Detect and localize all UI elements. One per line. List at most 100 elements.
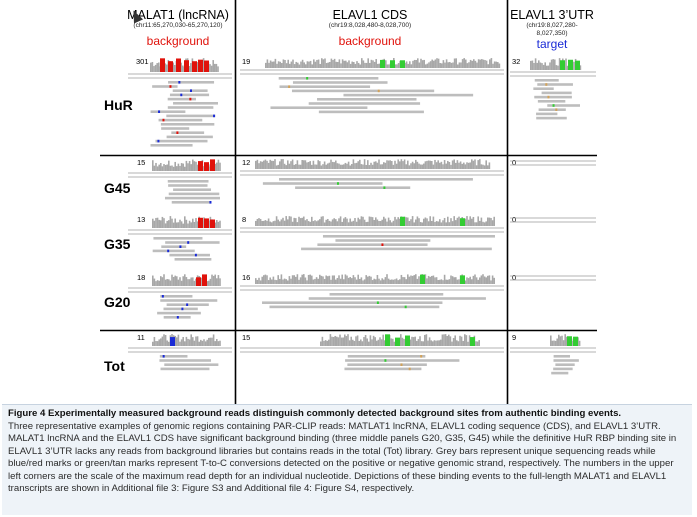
coverage-bar xyxy=(422,341,424,346)
coverage-bar xyxy=(261,276,263,284)
coverage-bar xyxy=(376,275,379,284)
read-bar xyxy=(158,118,203,122)
coverage-bar xyxy=(188,339,191,346)
coverage-bar xyxy=(174,218,176,228)
coverage-bar xyxy=(320,165,323,169)
coverage-bar xyxy=(459,335,461,346)
coverage-bar xyxy=(301,217,303,226)
coverage-bar xyxy=(166,164,168,171)
coverage-bar xyxy=(410,64,413,68)
coverage-bar xyxy=(217,221,220,228)
coverage-bar xyxy=(392,220,395,226)
coverage-bar xyxy=(347,334,349,346)
coverage-bar xyxy=(416,161,419,169)
coverage-bar xyxy=(334,335,336,346)
coverage-bar xyxy=(411,275,414,284)
scale-g45-malat1: 15 xyxy=(137,158,146,167)
coverage-bar xyxy=(161,336,164,346)
coverage-bar xyxy=(426,278,428,284)
coverage-bar xyxy=(327,276,329,284)
coverage-bar xyxy=(411,216,414,226)
conversion-peak xyxy=(184,60,189,72)
coverage-bar xyxy=(488,162,491,169)
coverage-bar xyxy=(375,279,377,284)
coverage-bar xyxy=(341,59,344,68)
scale-g45-utr: 0 xyxy=(512,158,517,167)
coverage-bar xyxy=(365,164,367,169)
coverage-bar xyxy=(473,59,475,68)
coverage-bar xyxy=(320,341,322,346)
coverage-bar xyxy=(192,218,194,228)
coverage-bar xyxy=(488,217,491,226)
read-bar xyxy=(262,182,383,185)
coverage-bar xyxy=(216,162,218,171)
coverage-bar xyxy=(544,62,546,70)
coverage-bar xyxy=(174,64,176,72)
coverage-bar xyxy=(349,277,351,284)
coverage-bar xyxy=(445,163,447,169)
coverage-bar xyxy=(177,334,180,346)
coverage-bar xyxy=(448,334,450,346)
coverage-bar xyxy=(195,336,197,346)
coverage-bar xyxy=(303,62,305,68)
coverage-bar xyxy=(301,160,303,169)
coverage-bar xyxy=(306,219,308,226)
coverage-bar xyxy=(184,341,186,346)
coverage-bar xyxy=(492,63,494,68)
coverage-bar xyxy=(383,162,385,169)
coverage-bar xyxy=(307,162,310,169)
coverage-bar xyxy=(155,281,157,286)
coverage-bar xyxy=(458,216,460,226)
coverage-bar xyxy=(373,161,375,169)
coverage-bar xyxy=(491,220,494,226)
coverage-bar xyxy=(474,222,476,226)
coverage-bar xyxy=(335,279,337,284)
coverage-bar xyxy=(551,340,554,346)
coverage-bar xyxy=(352,339,354,346)
coverage-bar xyxy=(354,63,357,68)
coverage-bar xyxy=(482,59,485,68)
coverage-bar xyxy=(325,164,327,169)
coverage-bar xyxy=(166,220,168,228)
coverage-bar xyxy=(331,161,334,169)
coverage-bar xyxy=(174,275,176,286)
read-bar xyxy=(169,93,210,97)
coverage-bar xyxy=(316,59,318,68)
coverage-bar xyxy=(293,217,295,226)
coverage-bar xyxy=(442,280,444,284)
coverage-bar xyxy=(415,274,417,284)
coverage-bar xyxy=(453,216,455,226)
conversion-mark xyxy=(180,93,183,97)
coverage-bar xyxy=(400,159,403,169)
read-tracks xyxy=(128,58,596,375)
read-bar xyxy=(167,97,196,101)
conversion-mark xyxy=(545,83,548,86)
coverage-bar xyxy=(490,280,492,284)
coverage-bar xyxy=(440,279,443,284)
read-bar xyxy=(551,371,569,375)
coverage-bar xyxy=(190,164,192,171)
coverage-bar xyxy=(376,162,379,169)
coverage-bar xyxy=(264,220,267,226)
coverage-bar xyxy=(275,280,278,284)
coverage-bar xyxy=(549,62,551,70)
coverage-bar xyxy=(351,61,353,68)
coverage-bar xyxy=(555,65,558,70)
coverage-bar xyxy=(402,277,404,284)
read-bar xyxy=(165,241,220,244)
coverage-bar xyxy=(573,61,575,70)
coverage-bar xyxy=(285,165,287,169)
coverage-bar xyxy=(456,279,459,284)
coverage-bar xyxy=(347,222,350,226)
coverage-bar xyxy=(343,279,345,284)
coverage-bar xyxy=(476,62,478,68)
read-bar xyxy=(537,83,573,86)
coverage-bar xyxy=(416,278,419,284)
coverage-bar xyxy=(187,279,189,286)
conversion-mark xyxy=(169,85,172,88)
coverage-bar xyxy=(219,278,221,286)
scale-tot-utr: 9 xyxy=(512,333,517,342)
coverage-bar xyxy=(490,58,493,68)
coverage-bar xyxy=(367,58,369,68)
coverage-bar xyxy=(169,280,172,286)
